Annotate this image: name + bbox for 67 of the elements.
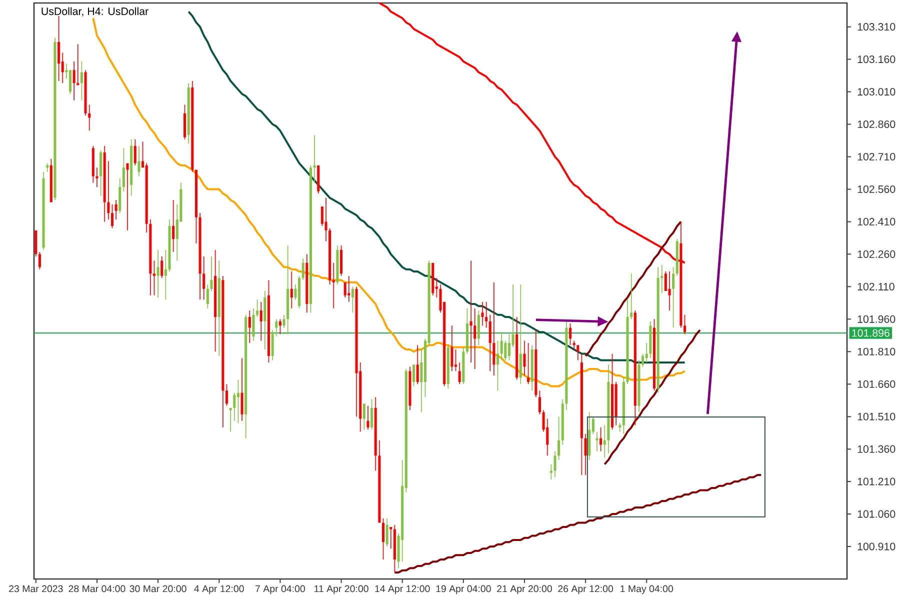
candlestick — [519, 284, 522, 384]
candlestick — [88, 104, 91, 131]
candlestick — [660, 265, 664, 294]
candlestick — [126, 163, 129, 230]
y-tick-label: 102.860 — [858, 120, 896, 128]
candlestick — [618, 423, 622, 432]
x-tick-label: 11 Apr 20:00 — [314, 585, 368, 594]
candlestick — [596, 432, 598, 452]
candlestick — [229, 408, 232, 432]
candlestick — [572, 340, 576, 350]
line-series — [584, 220, 682, 357]
y-tick-label: 103.160 — [858, 56, 896, 64]
candlestick — [603, 425, 606, 458]
candlestick — [390, 527, 392, 549]
candlestick — [481, 302, 484, 326]
candlestick — [348, 276, 350, 302]
candlestick — [156, 250, 160, 298]
y-tick-label: 101.360 — [858, 445, 896, 453]
x-tick-label: 19 Apr 04:00 — [436, 585, 491, 594]
candlestick — [554, 451, 556, 478]
candlestick — [630, 274, 633, 320]
y-tick-label: 101.060 — [858, 510, 896, 518]
y-tick-label: 103.010 — [858, 88, 896, 96]
y-tick-label: 102.410 — [858, 218, 896, 226]
candlestick — [282, 314, 286, 328]
candlestick — [366, 406, 370, 430]
x-tick-label: 21 Apr 20:00 — [497, 585, 552, 594]
y-tick-label: 101.210 — [858, 478, 896, 486]
candlestick — [168, 220, 171, 272]
candlestick — [248, 310, 251, 343]
candlestick — [668, 272, 671, 310]
x-tick-label: 28 Mar 04:00 — [68, 585, 126, 592]
candlestick — [76, 44, 80, 86]
x-tick-label: 26 Apr 12:00 — [558, 585, 614, 594]
y-tick-label: 100.910 — [858, 542, 896, 550]
candlestick — [332, 262, 335, 308]
x-tick-label: 30 Mar 20:00 — [130, 585, 186, 592]
candlestick — [107, 161, 110, 220]
y-tick-label: 102.560 — [858, 185, 896, 193]
x-tick-label: 23 Mar 2023 — [9, 585, 63, 592]
y-tick-label: 101.660 — [858, 380, 896, 388]
candlestick — [46, 163, 49, 172]
candlestick — [672, 267, 675, 328]
x-tick-label: 14 Apr 12:00 — [375, 585, 430, 594]
line-series — [604, 328, 702, 466]
candlestick — [324, 198, 328, 242]
candlestick — [313, 135, 316, 183]
y-tick-label: 102.110 — [858, 282, 894, 290]
candlestick — [474, 308, 476, 369]
ref-line-label: 101.896 — [852, 329, 890, 337]
candlestick — [260, 302, 262, 341]
y-tick-label: 102.710 — [858, 152, 896, 161]
y-tick-label: 101.810 — [858, 348, 896, 356]
y-tick-label: 102.260 — [858, 250, 896, 258]
y-tick-label: 101.510 — [858, 412, 896, 420]
x-tick-label: 4 Apr 12:00 — [194, 585, 244, 594]
y-tick-label: 101.960 — [858, 315, 896, 323]
y-tick-label: 103.310 — [858, 23, 896, 31]
candlestick — [54, 38, 56, 200]
candlestick — [96, 168, 98, 188]
chart-title: UsDollar, H4: UsDollar — [42, 7, 148, 16]
candlestick — [290, 272, 293, 308]
candlestick — [492, 282, 496, 376]
x-tick-label: 1 May 04:00 — [620, 585, 673, 594]
x-tick-label: 7 Apr 04:00 — [256, 585, 305, 594]
candlestick — [470, 260, 472, 362]
candlestick — [210, 256, 213, 291]
